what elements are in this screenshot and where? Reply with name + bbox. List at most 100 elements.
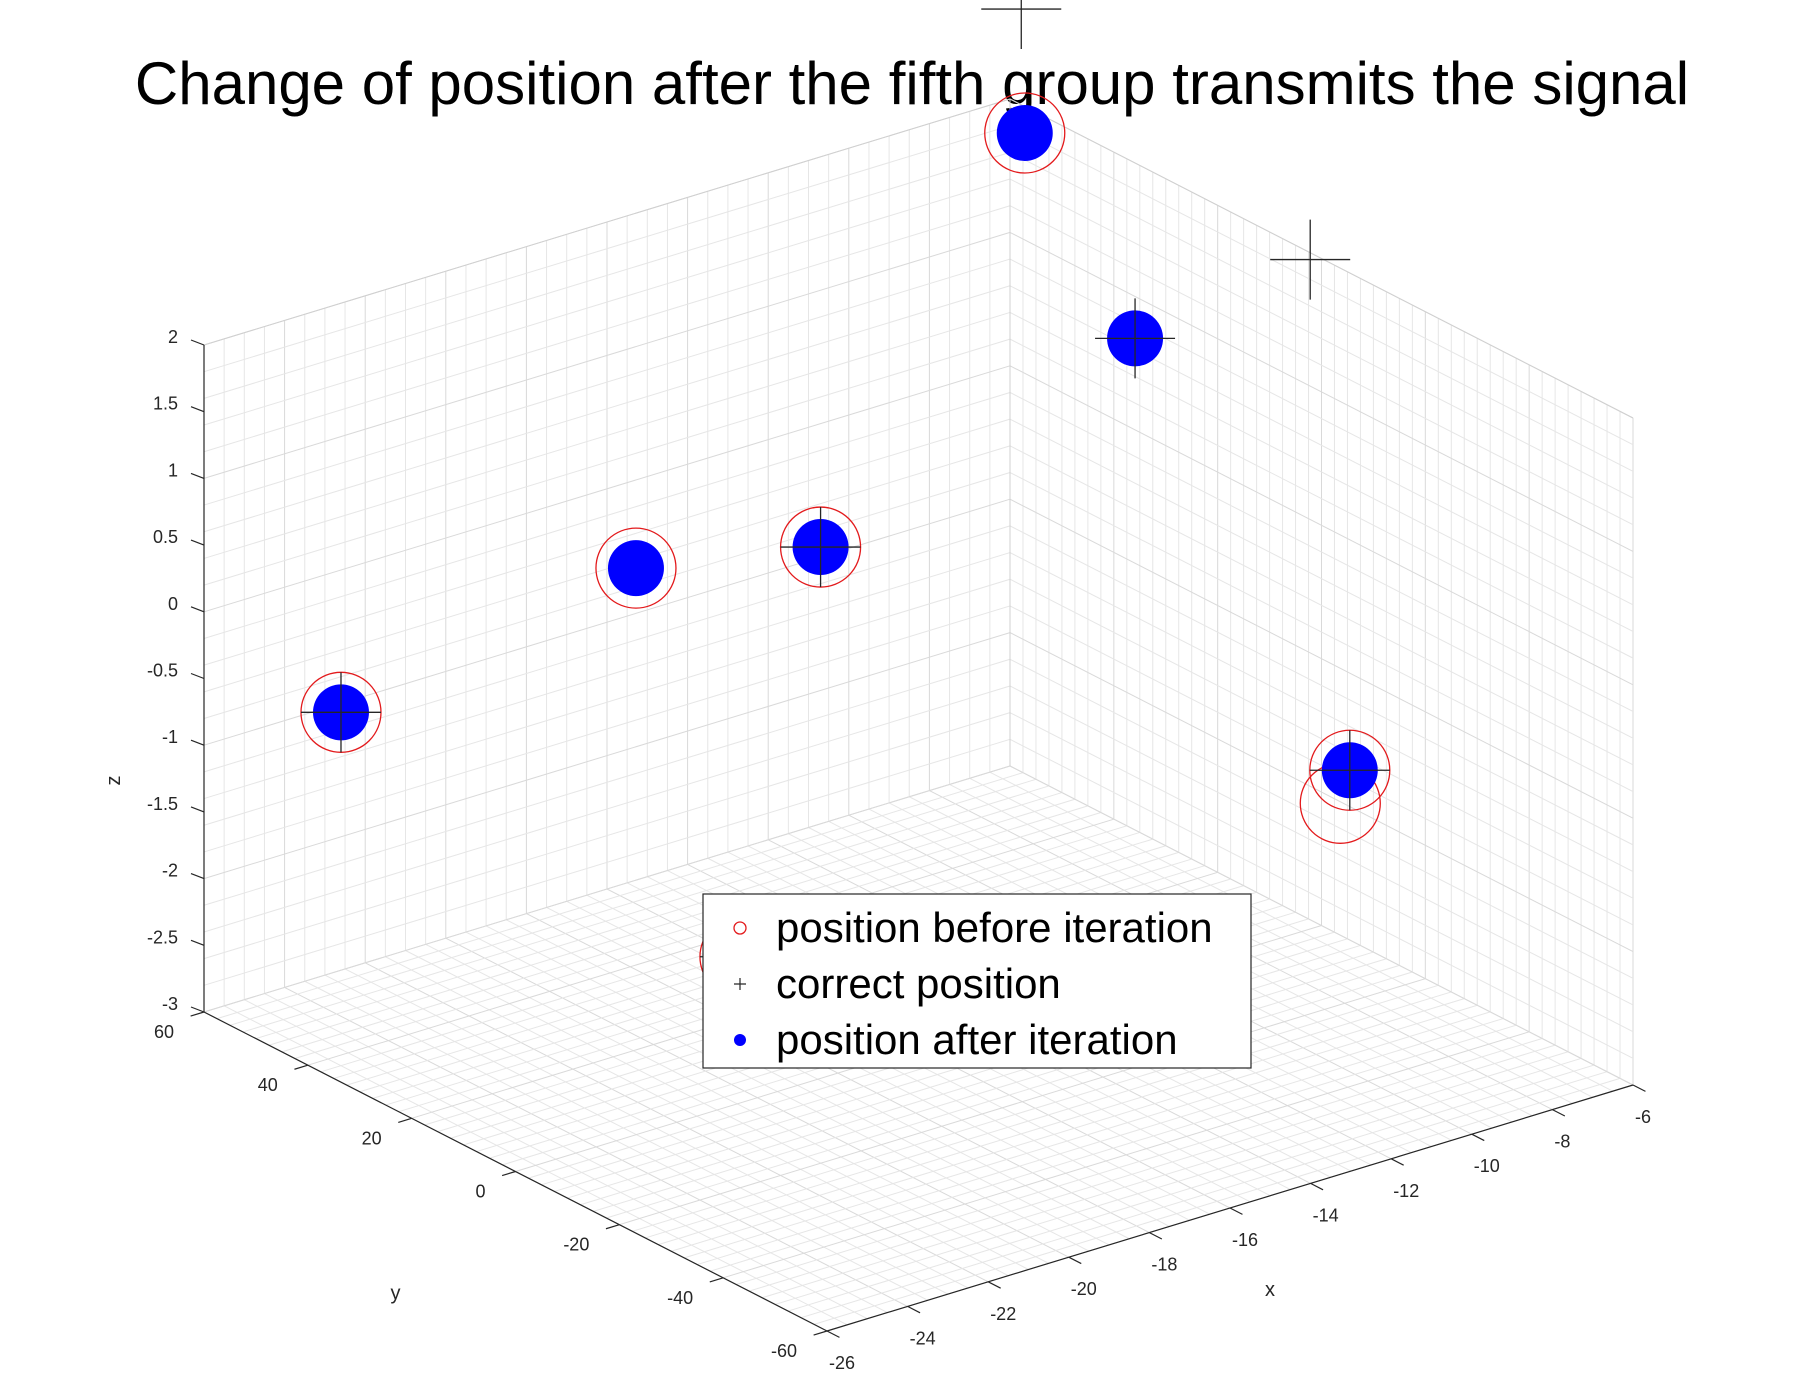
side-wall-grid-line [1009, 685, 1634, 1006]
side-wall-grid-line [1009, 738, 1634, 1059]
floor-grid-line [242, 785, 1050, 1033]
back-wall-grid-line [203, 445, 1011, 693]
x-tick-label: -8 [1554, 1132, 1570, 1152]
floor-grid-line [748, 1044, 1556, 1292]
y-tick-label: -60 [771, 1341, 797, 1361]
back-wall-grid-line [203, 632, 1011, 880]
x-tick-label: -22 [990, 1304, 1016, 1324]
x-axis-label: x [1265, 1279, 1275, 1301]
floor-grid-line [606, 971, 1413, 1219]
x-tick-label: -20 [1071, 1279, 1097, 1299]
z-tick [190, 472, 205, 479]
floor-grid-line [723, 1031, 1530, 1279]
side-wall-grid-line [1009, 765, 1634, 1086]
z-tick-label: -1 [162, 727, 178, 747]
floor-grid-line [800, 1071, 1608, 1319]
x-tick [1149, 1232, 1163, 1240]
side-wall-grid-line [1009, 445, 1634, 766]
side-wall-grid-line [1009, 205, 1634, 526]
y-tick-label: 20 [362, 1128, 382, 1148]
point-correct-position [1095, 298, 1176, 379]
grid [203, 98, 1634, 1332]
y-tick-label: 60 [154, 1022, 174, 1042]
x-tick [1471, 1133, 1485, 1142]
back-wall-grid-line [203, 151, 1011, 399]
floor-grid-line [735, 1038, 1543, 1285]
y-tick-label: -40 [667, 1288, 693, 1308]
floor-grid-line [216, 772, 1024, 1020]
legend-label-correct: correct position [776, 960, 1061, 1007]
z-tick-label: -2 [162, 861, 178, 881]
legend-label-before: position before iteration [776, 904, 1213, 951]
y-tick [294, 1064, 309, 1070]
point-correct-position [300, 672, 381, 753]
floor-grid-line [619, 978, 1426, 1226]
floor-grid-line [684, 1011, 1491, 1259]
z-tick-label: -2.5 [147, 927, 178, 947]
floor-grid-line [580, 958, 1387, 1206]
point-correct-position [981, 0, 1062, 50]
floor-grid-line [281, 805, 1089, 1053]
side-wall-grid-line [1009, 392, 1634, 712]
z-tick [190, 739, 205, 746]
point-after-iteration [996, 104, 1053, 161]
x-tick [1390, 1158, 1404, 1166]
floor-grid-line [710, 1024, 1517, 1272]
floor-grid-line [294, 812, 1102, 1059]
side-wall-grid-line [1009, 365, 1634, 686]
side-wall-grid-line [1009, 632, 1634, 953]
z-tick-label: -3 [162, 994, 178, 1014]
x-tick-label: -12 [1393, 1181, 1419, 1201]
chart-title: Change of position after the fifth group… [135, 50, 1689, 117]
x-tick-label: -16 [1232, 1230, 1258, 1250]
back-wall-grid-line [203, 552, 1011, 800]
floor-grid-line [774, 1057, 1582, 1305]
side-wall-grid-line [1009, 472, 1634, 792]
back-wall-grid-line [203, 685, 1011, 933]
z-tick-label: 0 [168, 594, 178, 614]
x-tick-label: -24 [910, 1328, 936, 1348]
side-wall-grid-line [1009, 231, 1634, 552]
side-wall-grid-line [1009, 712, 1634, 1033]
side-wall-grid-line [1009, 258, 1634, 579]
z-tick [190, 806, 205, 813]
y-tick [190, 1011, 205, 1017]
z-tick [190, 873, 205, 880]
x-tick-label: -10 [1474, 1156, 1500, 1176]
side-wall-grid-line [1009, 552, 1634, 873]
floor-grid-line [229, 778, 1037, 1026]
back-wall-grid-line [203, 392, 1011, 639]
back-wall-grid-line [203, 125, 1011, 373]
x-tick [987, 1281, 1001, 1289]
back-wall-grid-line [203, 712, 1011, 960]
back-wall-grid-line [203, 418, 1011, 666]
z-axis-label: z [103, 776, 125, 786]
x-tick [1552, 1109, 1566, 1117]
pane-edge [203, 98, 1011, 346]
z-tick [190, 539, 205, 546]
side-wall-grid-line [1009, 178, 1634, 499]
z-tick [190, 406, 205, 413]
x-tick-label: -6 [1635, 1107, 1651, 1127]
back-wall-grid-line [203, 285, 1011, 533]
side-wall-grid-line [1009, 151, 1634, 472]
axes: -26-24-22-20-18-16-14-12-10-8-6-60-40-20… [103, 327, 1651, 1373]
x-tick-label: -14 [1313, 1205, 1339, 1225]
floor-grid-line [593, 964, 1400, 1212]
z-tick-label: 1 [168, 460, 178, 480]
floor-grid-line [632, 984, 1439, 1232]
legend: position before iteration correct positi… [702, 893, 1252, 1069]
back-wall-grid-line [203, 578, 1011, 826]
z-tick-label: 0.5 [153, 527, 178, 547]
floor-grid-line [268, 798, 1076, 1046]
x-tick [1068, 1256, 1082, 1265]
back-wall-grid-line [203, 365, 1011, 613]
back-wall-grid-line [203, 258, 1011, 506]
y-tick [813, 1330, 828, 1336]
y-tick [398, 1117, 412, 1123]
point-correct-position [1309, 730, 1390, 811]
point-before-iteration [595, 527, 677, 609]
side-wall-grid-line [1009, 578, 1634, 899]
z-tick [190, 672, 205, 680]
